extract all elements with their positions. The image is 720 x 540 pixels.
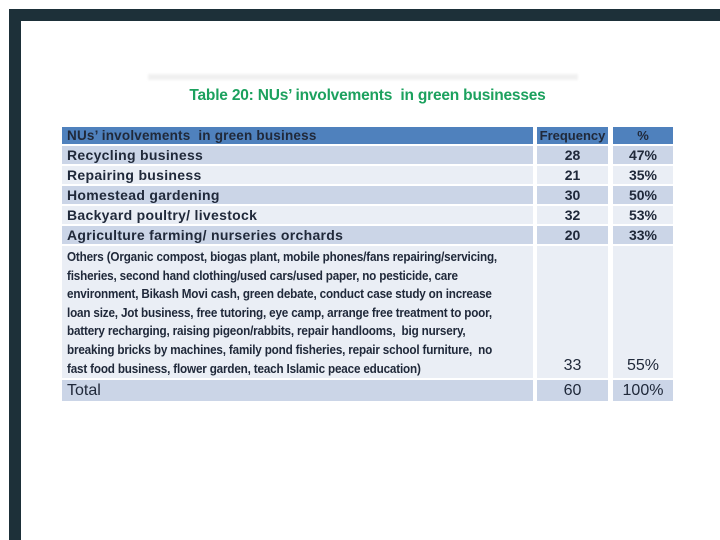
table-row: Others (Organic compost, biogas plant, m… <box>62 246 673 378</box>
row-label: Homestead gardening <box>62 186 533 204</box>
green-business-table: NUs’ involvements in green business Freq… <box>62 127 673 401</box>
row-frequency: 21 <box>537 166 608 184</box>
row-frequency: 30 <box>537 186 608 204</box>
row-percent: 100% <box>613 380 673 401</box>
row-percent: 53% <box>613 206 673 224</box>
row-percent: 50% <box>613 186 673 204</box>
header-frequency: Frequency <box>537 127 608 144</box>
row-frequency: 28 <box>537 146 608 164</box>
row-label: Others (Organic compost, biogas plant, m… <box>62 246 533 378</box>
slide-frame-top-border <box>9 9 720 21</box>
slide-frame-left-border <box>9 9 21 540</box>
row-label: Recycling business <box>62 146 533 164</box>
table-row: Recycling business 28 47% <box>62 146 673 164</box>
row-percent: 35% <box>613 166 673 184</box>
table-rows: Recycling business 28 47% Repairing busines… <box>62 146 673 401</box>
table-row: Repairing business 21 35% <box>62 166 673 184</box>
row-label: Total <box>62 380 533 401</box>
compression-artifact-band <box>148 74 578 80</box>
row-label: Backyard poultry/ livestock <box>62 206 533 224</box>
row-percent: 47% <box>613 146 673 164</box>
row-label: Repairing business <box>62 166 533 184</box>
table-title: Table 20: NUs’ involvements in green bus… <box>189 87 546 104</box>
row-percent: 33% <box>613 226 673 244</box>
row-percent: 55% <box>613 246 673 378</box>
table-row-total: Total 60 100% <box>62 380 673 401</box>
header-percent: % <box>613 127 673 144</box>
table-row: Homestead gardening 30 50% <box>62 186 673 204</box>
table-row: Agriculture farming/ nurseries orchards 2… <box>62 226 673 244</box>
header-involvements: NUs’ involvements in green business <box>62 127 533 144</box>
row-frequency: 20 <box>537 226 608 244</box>
row-frequency: 33 <box>537 246 608 378</box>
table-header-row: NUs’ involvements in green business Freq… <box>62 127 673 144</box>
row-label: Agriculture farming/ nurseries orchards <box>62 226 533 244</box>
row-frequency: 32 <box>537 206 608 224</box>
table-row: Backyard poultry/ livestock 32 53% <box>62 206 673 224</box>
row-frequency: 60 <box>537 380 608 401</box>
